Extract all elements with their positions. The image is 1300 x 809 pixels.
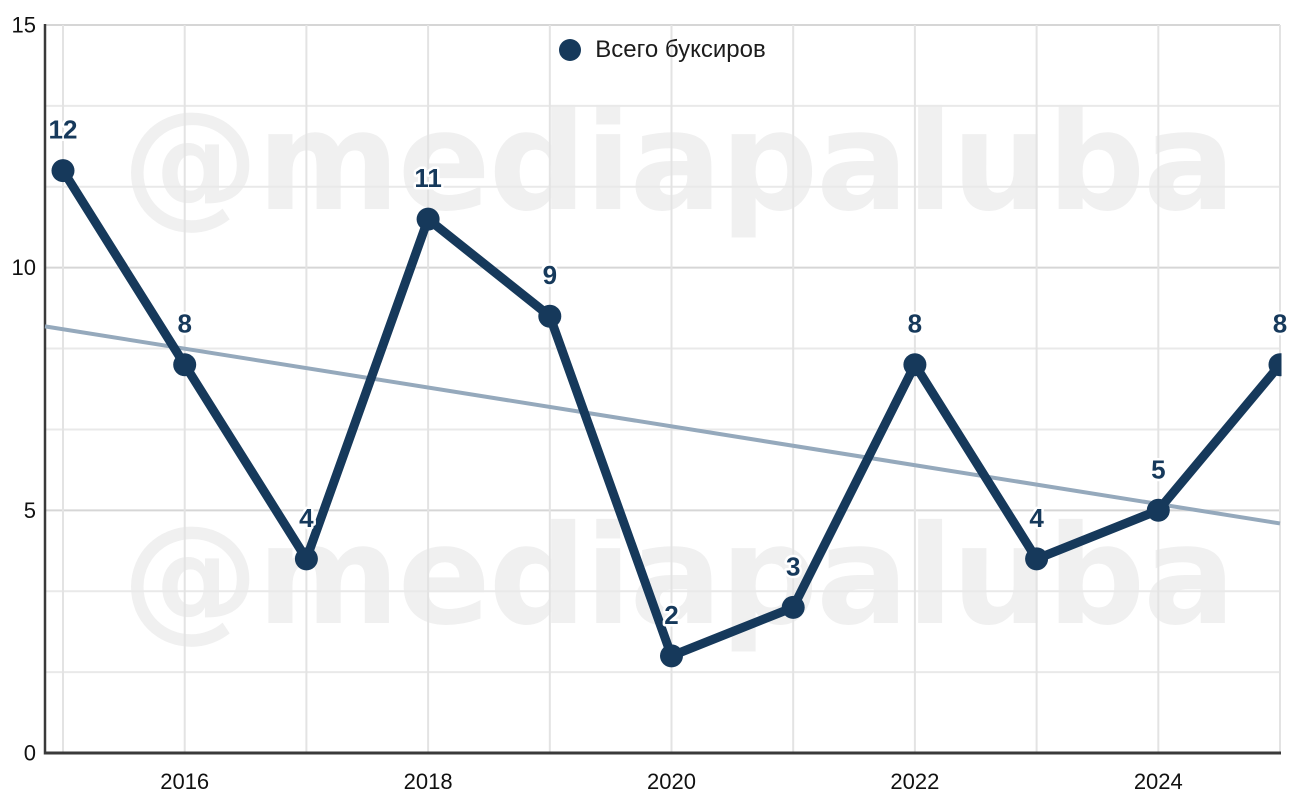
data-point bbox=[1268, 353, 1282, 377]
data-label: 12 bbox=[49, 115, 78, 145]
data-label: 9 bbox=[543, 260, 557, 290]
data-point bbox=[51, 159, 75, 183]
x-tick-label: 2018 bbox=[404, 769, 453, 794]
data-point bbox=[660, 644, 683, 668]
legend-label: Всего буксиров bbox=[595, 36, 766, 63]
data-label: 8 bbox=[908, 309, 922, 339]
trendline bbox=[44, 324, 1281, 526]
data-label: 4 bbox=[1029, 503, 1044, 533]
series-group bbox=[51, 159, 1282, 668]
data-point bbox=[294, 547, 318, 571]
legend: Всего буксиров bbox=[45, 36, 1280, 64]
y-tick-label: 0 bbox=[24, 741, 36, 766]
y-tick-label: 10 bbox=[12, 255, 36, 280]
y-tick-label: 15 bbox=[12, 13, 36, 38]
data-point bbox=[538, 304, 562, 328]
data-point bbox=[416, 207, 440, 231]
x-tick-label: 2024 bbox=[1134, 769, 1183, 794]
data-point bbox=[903, 353, 927, 377]
data-label: 2 bbox=[664, 600, 678, 630]
data-label: 8 bbox=[1273, 309, 1287, 339]
data-label: 11 bbox=[414, 163, 442, 193]
x-tick-label: 2020 bbox=[647, 769, 696, 794]
data-point bbox=[781, 595, 805, 619]
y-tick-label: 5 bbox=[24, 498, 36, 523]
data-label: 8 bbox=[177, 309, 191, 339]
data-point bbox=[173, 353, 197, 377]
data-point bbox=[1025, 547, 1049, 571]
data-label: 4 bbox=[299, 503, 314, 533]
x-tick-label: 2016 bbox=[160, 769, 209, 794]
legend-marker-icon bbox=[559, 39, 582, 61]
x-tick-label: 2022 bbox=[890, 769, 939, 794]
data-label: 5 bbox=[1151, 454, 1165, 484]
data-point bbox=[1146, 498, 1170, 522]
data-label: 3 bbox=[786, 551, 800, 581]
